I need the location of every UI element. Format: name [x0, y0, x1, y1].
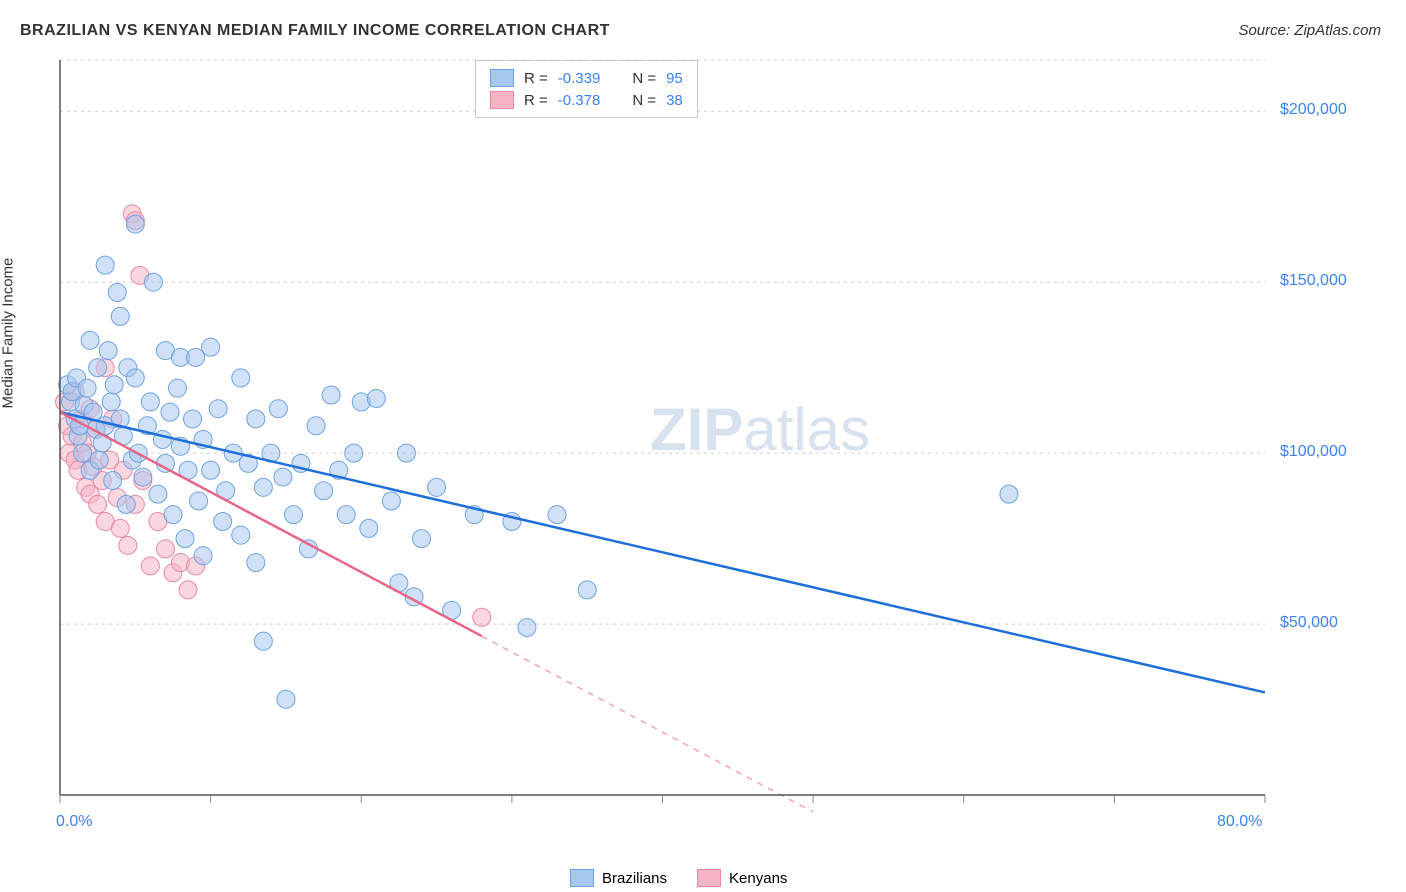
- legend-swatch-kenyans: [490, 91, 514, 109]
- y-axis-label: Median Family Income: [0, 258, 17, 409]
- legend-label-brazilians: Brazilians: [602, 870, 667, 887]
- chart-title: BRAZILIAN VS KENYAN MEDIAN FAMILY INCOME…: [20, 22, 610, 40]
- r-label: R =: [524, 70, 548, 87]
- legend-row-brazilians: R = -0.339 N = 95: [490, 67, 683, 89]
- r-label: R =: [524, 92, 548, 109]
- legend-swatch-brazilians-2: [570, 869, 594, 887]
- x-tick-label: 80.0%: [1217, 813, 1262, 831]
- scatter-chart: [50, 55, 1370, 825]
- y-tick-label: $200,000: [1280, 101, 1347, 119]
- legend-swatch-kenyans-2: [697, 869, 721, 887]
- x-tick-label: 0.0%: [56, 813, 92, 831]
- legend-item-kenyans: Kenyans: [697, 869, 787, 887]
- n-label: N =: [632, 92, 656, 109]
- source-attribution: Source: ZipAtlas.com: [1238, 22, 1381, 39]
- legend-item-brazilians: Brazilians: [570, 869, 667, 887]
- y-tick-label: $150,000: [1280, 272, 1347, 290]
- n-value-kenyans: 38: [666, 92, 683, 109]
- correlation-legend: R = -0.339 N = 95 R = -0.378 N = 38: [475, 60, 698, 118]
- r-value-brazilians: -0.339: [558, 70, 601, 87]
- n-value-brazilians: 95: [666, 70, 683, 87]
- legend-row-kenyans: R = -0.378 N = 38: [490, 89, 683, 111]
- chart-area: [50, 55, 1370, 825]
- y-tick-label: $100,000: [1280, 443, 1347, 461]
- legend-label-kenyans: Kenyans: [729, 870, 787, 887]
- series-legend: Brazilians Kenyans: [570, 869, 787, 887]
- n-label: N =: [632, 70, 656, 87]
- legend-swatch-brazilians: [490, 69, 514, 87]
- y-tick-label: $50,000: [1280, 614, 1338, 632]
- r-value-kenyans: -0.378: [558, 92, 601, 109]
